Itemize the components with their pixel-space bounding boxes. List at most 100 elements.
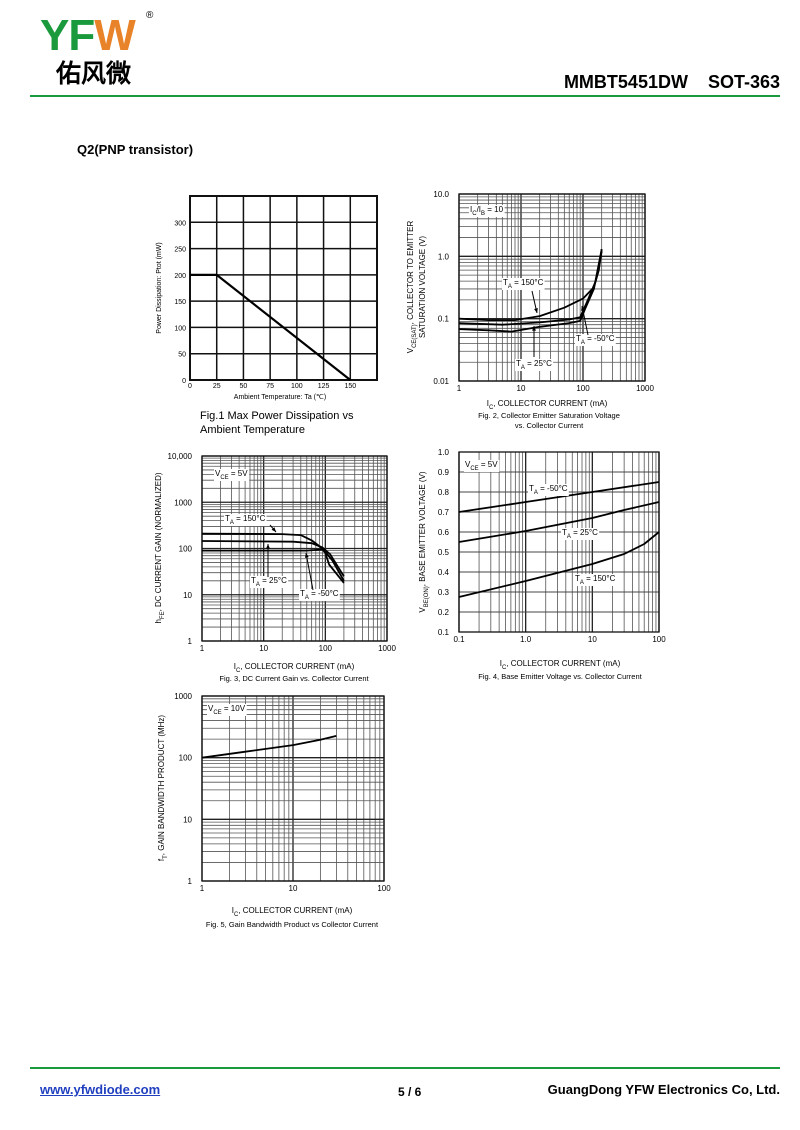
arrow-head-icon bbox=[581, 306, 585, 311]
page-number: 5 / 6 bbox=[398, 1085, 422, 1099]
annotation-background bbox=[299, 589, 340, 601]
y-axis-label: SATURATION VOLTAGE (V) bbox=[418, 236, 427, 338]
series-line-0 bbox=[201, 532, 345, 582]
y-tick-label: 10 bbox=[183, 591, 192, 600]
annotation-background bbox=[207, 704, 247, 716]
header-divider bbox=[30, 95, 780, 97]
y-tick-label: 0.2 bbox=[438, 608, 450, 617]
y-tick-label: 250 bbox=[174, 247, 186, 254]
y-tick-label: 1000 bbox=[174, 498, 192, 507]
annotation-background bbox=[464, 460, 500, 472]
plot-frame bbox=[189, 195, 378, 381]
annotation-label: TA = -50°C bbox=[300, 589, 339, 601]
annotation-background bbox=[250, 576, 289, 588]
y-tick-label: 0.7 bbox=[438, 508, 450, 517]
y-axis-label: fT, GAIN BANDWIDTH PRODUCT (MHz) bbox=[157, 715, 169, 862]
y-tick-label: 0.9 bbox=[438, 468, 450, 477]
annotation-background bbox=[574, 574, 617, 586]
section-title: Q2(PNP transistor) bbox=[77, 142, 194, 157]
annotation-background bbox=[561, 528, 600, 540]
fig3-chart: 1 10 100 1000 1 10 100 1000 10,000 IC, COLLECTOR … bbox=[154, 452, 396, 683]
annotation-label: TA = -50°C bbox=[529, 484, 568, 496]
series-line-1 bbox=[458, 501, 660, 543]
x-tick-label: 100 bbox=[652, 635, 666, 644]
document-title: MMBT5451DW SOT-363 bbox=[563, 72, 780, 92]
fig5-chart: 1 10 100 1 10 100 1000 IC, COLLECTOR CURRENT (m… bbox=[157, 692, 391, 929]
x-axis-label: IC, COLLECTOR CURRENT (mA) bbox=[232, 906, 353, 918]
annotation-label: TA = 25°C bbox=[251, 576, 287, 588]
annotation-label: VCE = 10V bbox=[208, 704, 246, 716]
arrow-line bbox=[305, 552, 314, 591]
x-axis-label: Ambient Temperature: Ta (℃) bbox=[234, 394, 326, 401]
y-tick-label: 50 bbox=[178, 352, 186, 359]
annotation-label: TA = 150°C bbox=[225, 514, 266, 526]
series-line-0 bbox=[190, 273, 351, 381]
website-link[interactable]: www.yfwdiode.com bbox=[40, 1082, 161, 1097]
x-tick-label: 1 bbox=[200, 644, 205, 653]
x-tick-label: 10 bbox=[588, 635, 597, 644]
annotation-label: TA = 25°C bbox=[562, 528, 598, 540]
x-axis-label: IC, COLLECTOR CURRENT (mA) bbox=[234, 662, 355, 674]
x-tick-label: 10 bbox=[259, 644, 268, 653]
series-line-2 bbox=[202, 548, 345, 584]
arrow-head-icon bbox=[304, 553, 309, 558]
y-tick-label: 200 bbox=[174, 273, 186, 280]
registered-mark: ® bbox=[146, 10, 154, 21]
y-tick-label: 10 bbox=[183, 815, 192, 824]
y-tick-label: 1.0 bbox=[438, 448, 450, 457]
x-axis-label: IC, COLLECTOR CURRENT (mA) bbox=[487, 399, 608, 411]
figure-caption: Fig. 2, Collector Emitter Saturation Vol… bbox=[478, 411, 620, 420]
series-line-2 bbox=[458, 531, 660, 598]
y-tick-label: 0.8 bbox=[438, 488, 450, 497]
x-tick-label: 10 bbox=[289, 884, 298, 893]
x-axis-label: IC, COLLECTOR CURRENT (mA) bbox=[500, 659, 621, 671]
footer-divider bbox=[30, 1067, 780, 1069]
annotation-background bbox=[515, 359, 554, 371]
figure-caption: Fig.1 Max Power Dissipation vs bbox=[200, 410, 354, 422]
x-tick-label: 100 bbox=[291, 383, 303, 390]
y-tick-label: 0.4 bbox=[438, 568, 450, 577]
arrow-head-icon bbox=[534, 308, 538, 313]
fig1-chart: 0 25 50 75 100 125 150 0 50 100 150 200 250 300 Ambien… bbox=[156, 195, 378, 436]
y-tick-label: 0.1 bbox=[438, 628, 450, 637]
y-tick-label: 0 bbox=[182, 378, 186, 385]
plot-frame bbox=[201, 455, 388, 642]
plot-frame bbox=[458, 193, 646, 382]
y-axis-label: VCE(SAT), COLLECTOR TO EMITTER bbox=[406, 221, 418, 354]
y-axis-label: VBE(ON), BASE EMITTER VOLTAGE (V) bbox=[418, 471, 430, 613]
y-axis-label: Power Dissipation: Ptot (mW) bbox=[156, 242, 163, 333]
fig4-chart: 0.1 1.0 10 100 0.1 0.2 0.3 0.4 0.5 0.6 0.7 0.8 0.9 1.… bbox=[418, 448, 666, 681]
x-tick-label: 25 bbox=[213, 383, 221, 390]
annotation-label: TA = 150°C bbox=[503, 278, 544, 290]
x-tick-label: 125 bbox=[318, 383, 330, 390]
annotation-label: VCE = 5V bbox=[215, 469, 248, 481]
series-line-2 bbox=[458, 249, 603, 333]
x-tick-label: 100 bbox=[377, 884, 391, 893]
x-tick-label: 0 bbox=[188, 383, 192, 390]
company-name: GuangDong YFW Electronics Co, Ltd. bbox=[547, 1082, 780, 1097]
series-line-1 bbox=[201, 540, 345, 577]
figure-caption: vs. Collector Current bbox=[515, 421, 584, 430]
y-tick-label: 0.01 bbox=[433, 377, 449, 386]
y-tick-label: 1000 bbox=[174, 692, 192, 701]
x-tick-label: 1 bbox=[457, 384, 462, 393]
y-tick-label: 100 bbox=[179, 754, 193, 763]
y-tick-label: 10,000 bbox=[168, 452, 193, 461]
y-tick-label: 1 bbox=[188, 637, 193, 646]
fig2-chart: 1 10 100 1000 0.01 0.1 1.0 10.0 IC, COLLECTOR CU… bbox=[406, 190, 654, 430]
figure-caption: Fig. 4, Base Emitter Voltage vs. Collect… bbox=[478, 672, 642, 681]
arrow-head-icon bbox=[266, 544, 270, 549]
x-tick-label: 75 bbox=[266, 383, 274, 390]
series-line-0 bbox=[201, 735, 337, 759]
y-tick-label: 1.0 bbox=[438, 252, 450, 261]
annotation-label: VCE = 5V bbox=[465, 460, 498, 472]
annotation-background bbox=[214, 469, 250, 481]
x-tick-label: 1000 bbox=[636, 384, 654, 393]
y-tick-label: 150 bbox=[174, 299, 186, 306]
y-tick-label: 0.1 bbox=[438, 315, 450, 324]
y-tick-label: 10.0 bbox=[433, 190, 449, 199]
arrow-head-icon bbox=[271, 527, 276, 532]
x-tick-label: 0.1 bbox=[453, 635, 465, 644]
annotation-background bbox=[502, 278, 545, 290]
